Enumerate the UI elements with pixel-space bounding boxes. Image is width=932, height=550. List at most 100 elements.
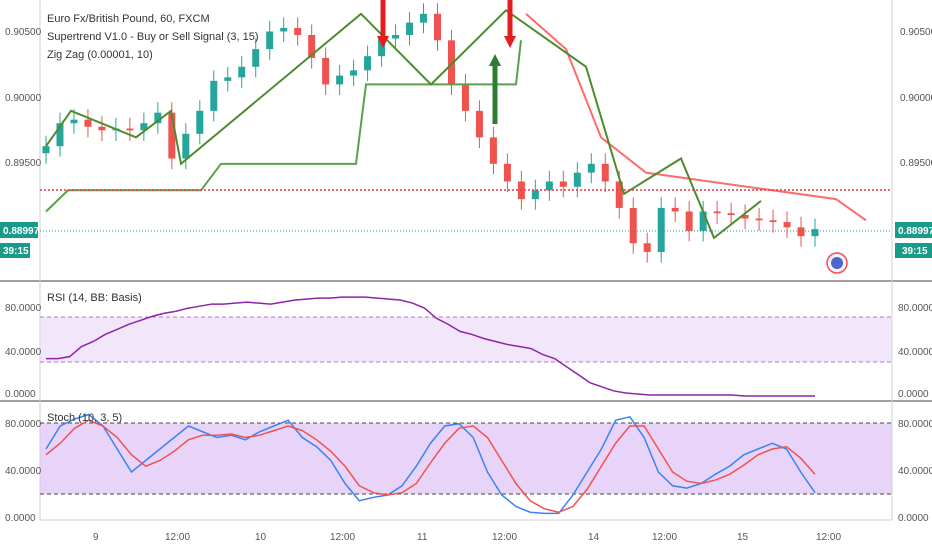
- candle-body: [238, 66, 246, 78]
- candle-body: [364, 56, 372, 71]
- candle-body: [98, 126, 106, 131]
- legend-supertrend[interactable]: Supertrend V1.0 - Buy or Sell Signal (3,…: [47, 31, 259, 43]
- candle-body: [168, 112, 176, 159]
- last-price-tag-left: [0, 222, 38, 238]
- candle-body: [643, 243, 651, 253]
- y-tick-price-3: 0.89500: [5, 158, 42, 169]
- candle-body: [280, 27, 288, 32]
- candle-body: [713, 211, 721, 214]
- y-tick-price-1: 0.90500: [5, 27, 42, 38]
- candle-body: [140, 123, 148, 131]
- last-price-tag-left-text: 0.88997: [3, 226, 40, 237]
- candle-body: [769, 220, 777, 223]
- candle-body: [685, 211, 693, 231]
- x-tick-7: 14: [588, 532, 600, 543]
- candle-body: [489, 137, 497, 164]
- candle-body: [322, 57, 330, 85]
- candle-body: [783, 222, 791, 228]
- candle-body: [84, 119, 92, 127]
- candle-body: [308, 35, 316, 58]
- candle-body: [294, 27, 302, 35]
- y-tick-stoch-3: 0.0000: [5, 513, 36, 524]
- candle-body: [56, 123, 64, 147]
- candle-body: [252, 49, 260, 67]
- y-tick-rsi-1-right: 80.0000: [898, 303, 932, 314]
- candle-body: [126, 128, 134, 131]
- legend-rsi[interactable]: RSI (14, BB: Basis): [47, 292, 142, 304]
- candle-body: [266, 31, 274, 50]
- sell-signal-arrow: [380, 0, 386, 38]
- candle-body: [755, 218, 763, 221]
- candle-body: [378, 38, 386, 57]
- candle-body: [671, 207, 679, 212]
- candle-body: [727, 213, 735, 215]
- signal-arrows: [377, 0, 516, 124]
- buy-signal-arrowhead: [489, 54, 501, 66]
- candle-body: [420, 13, 428, 23]
- candle-body: [42, 146, 50, 154]
- candle-body: [797, 227, 805, 237]
- candle-body: [224, 77, 232, 81]
- candle-body: [461, 84, 469, 111]
- countdown-tag-right: [895, 243, 932, 258]
- y-tick-stoch-3-right: 0.0000: [898, 513, 929, 524]
- candle-body: [615, 181, 623, 208]
- y-tick-rsi-1: 80.0000: [5, 303, 42, 314]
- x-tick-10: 12:00: [816, 532, 841, 543]
- y-tick-price-3-right: 0.89500: [900, 158, 932, 169]
- candle-body: [210, 80, 218, 111]
- candle-body: [196, 110, 204, 134]
- y-tick-rsi-3-right: 0.0000: [898, 389, 929, 400]
- x-tick-5: 11: [417, 532, 428, 543]
- buy-signal-arrow: [492, 66, 498, 124]
- candle-body: [587, 163, 595, 173]
- stoch-d-line: [45, 419, 816, 514]
- rsi-lines: [46, 296, 815, 397]
- candle-body: [475, 110, 483, 138]
- y-tick-price-1-right: 0.90500: [900, 27, 932, 38]
- candle-body: [531, 190, 539, 200]
- sell-signal-arrowhead: [504, 36, 516, 48]
- supertrend-resistance-line: [525, 13, 867, 222]
- last-price-tag-right-text: 0.88997: [898, 226, 932, 237]
- event-marker-icon[interactable]: [826, 252, 848, 274]
- candle-body: [657, 207, 665, 253]
- candle-body: [433, 13, 441, 41]
- candle-body: [545, 181, 553, 191]
- countdown-tag-right-text: 39:15: [902, 246, 928, 257]
- x-tick-2: 12:00: [165, 532, 190, 543]
- x-tick-8: 12:00: [652, 532, 677, 543]
- y-tick-price-2: 0.90000: [5, 93, 42, 104]
- y-tick-rsi-2-right: 40.0000: [898, 347, 932, 358]
- candle-body: [699, 211, 707, 231]
- stoch-k-line: [45, 413, 816, 515]
- y-tick-stoch-1: 80.0000: [5, 419, 42, 430]
- legend-zigzag[interactable]: Zig Zag (0.00001, 10): [47, 49, 153, 61]
- rsi-line: [46, 296, 815, 397]
- candle-body: [503, 163, 511, 182]
- x-tick-4: 12:00: [330, 532, 355, 543]
- y-tick-stoch-2: 40.0000: [5, 466, 42, 477]
- y-tick-rsi-2: 40.0000: [5, 347, 42, 358]
- supertrend-support-line: [45, 40, 522, 213]
- legend-symbol[interactable]: Euro Fx/British Pound, 60, FXCM: [47, 13, 210, 25]
- countdown-tag-left-text: 39:15: [3, 246, 29, 257]
- sell-signal-arrowhead: [377, 36, 389, 48]
- last-price-tag-right: [895, 222, 932, 238]
- zigzag-line: [45, 8, 762, 240]
- y-tick-stoch-2-right: 40.0000: [898, 466, 932, 477]
- stoch-lines: [45, 413, 816, 515]
- price-pane[interactable]: [40, 0, 892, 280]
- candle-body: [601, 163, 609, 182]
- candle-body: [573, 172, 581, 187]
- x-tick-9: 15: [737, 532, 749, 543]
- x-tick-6: 12:00: [492, 532, 517, 543]
- countdown-tag-left: [0, 243, 30, 258]
- x-tick-3: 10: [255, 532, 267, 543]
- candle-body: [70, 119, 78, 124]
- candles: [42, 3, 819, 263]
- stoch-band: [40, 423, 892, 494]
- legend-stoch[interactable]: Stoch (10, 3, 5): [47, 412, 122, 424]
